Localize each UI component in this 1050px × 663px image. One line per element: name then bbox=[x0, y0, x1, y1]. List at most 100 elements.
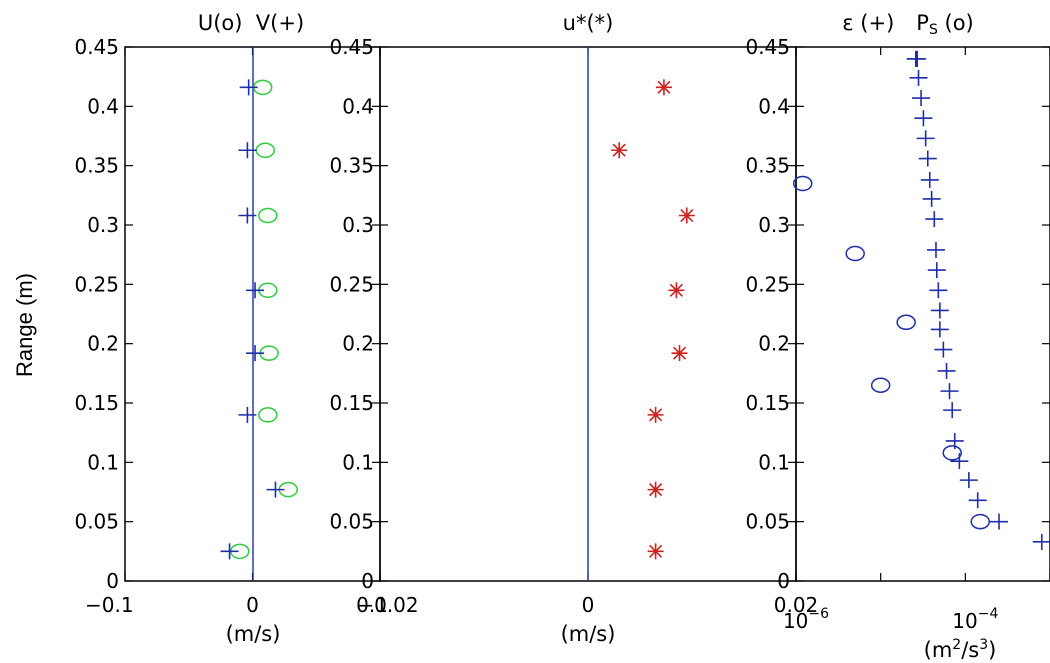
point-plus bbox=[238, 142, 257, 159]
y-tick-label: 0.45 bbox=[74, 35, 119, 59]
point-star bbox=[647, 481, 664, 498]
point-circle bbox=[258, 207, 278, 224]
y-ticks: 0 0.05 0.1 0.15 0.2 0.25 0.3 0.35 0.4 0.45 bbox=[329, 35, 796, 593]
point-plus bbox=[930, 321, 949, 338]
y-tick-label: 0.45 bbox=[329, 35, 374, 59]
y-tick-label: 0.4 bbox=[342, 94, 374, 118]
y-tick-label: 0.4 bbox=[758, 94, 790, 118]
y-tick-label: 0.1 bbox=[342, 450, 374, 474]
point-plus bbox=[266, 481, 285, 498]
point-plus bbox=[922, 190, 941, 207]
y-tick-label: 0.1 bbox=[758, 450, 790, 474]
x-tick-label: 0 bbox=[246, 593, 259, 617]
title-ps: P bbox=[916, 11, 929, 35]
x-tick-label: 0.1 bbox=[356, 593, 388, 617]
panel-friction-velocity: u*(*) 00.050.10.150.20.250.30.350.40.45 … bbox=[329, 11, 818, 646]
y-tick-label: 0.15 bbox=[745, 391, 790, 415]
point-circle bbox=[942, 445, 962, 461]
point-circle bbox=[792, 175, 813, 192]
axes-box bbox=[795, 46, 1050, 582]
title-ps-tail: (o) bbox=[938, 11, 974, 35]
point-star bbox=[647, 406, 664, 423]
panel-velocity: U(o) V(+) 00.050.10.150.20.250.30.350.40… bbox=[74, 11, 387, 646]
y-tick-label: 0.45 bbox=[745, 35, 790, 59]
point-star bbox=[668, 282, 685, 299]
point-plus bbox=[930, 302, 949, 319]
y-tick-label: 0.05 bbox=[329, 510, 374, 534]
point-plus bbox=[916, 130, 935, 147]
point-plus bbox=[909, 69, 928, 86]
point-star bbox=[678, 207, 695, 224]
panel-title: u*(*) bbox=[563, 11, 614, 35]
y-tick-label: 0.3 bbox=[342, 213, 374, 237]
y-tick-label: 0 bbox=[106, 569, 119, 593]
y-tick-label: 0.2 bbox=[342, 332, 374, 356]
x-unit-label: (m2/s3) bbox=[924, 637, 997, 662]
point-plus bbox=[914, 110, 933, 127]
point-star bbox=[611, 142, 628, 159]
y-axis-label: Range (m) bbox=[12, 273, 37, 377]
x-tick-label: 10−6 bbox=[783, 606, 829, 633]
y-tick-label: 0.3 bbox=[758, 213, 790, 237]
point-plus bbox=[906, 50, 925, 67]
point-plus bbox=[968, 492, 987, 509]
y-tick-label: 0.35 bbox=[74, 154, 119, 178]
data-points bbox=[220, 79, 298, 560]
point-plus bbox=[220, 543, 239, 560]
point-plus bbox=[990, 513, 1009, 530]
point-star bbox=[655, 79, 672, 96]
point-circle bbox=[845, 245, 865, 262]
point-circle bbox=[970, 513, 990, 530]
y-tick-label: 0.35 bbox=[329, 154, 374, 178]
axes-frame bbox=[795, 46, 1050, 582]
y-ticks: 0 0.05 0.1 0.15 0.2 0.25 0.3 0.35 0.4 0.45 bbox=[745, 35, 1050, 593]
x-tick-label: −0.02 bbox=[357, 593, 418, 617]
y-ticks: 0 0.05 0.1 0.15 0.2 0.25 0.3 0.35 0.4 0.45 bbox=[74, 35, 380, 593]
point-plus bbox=[238, 406, 257, 423]
point-plus bbox=[937, 362, 956, 379]
y-tick-label: 0.35 bbox=[745, 154, 790, 178]
title-ps-sub: S bbox=[929, 22, 938, 38]
point-plus bbox=[246, 282, 265, 299]
y-tick-label: 0.3 bbox=[87, 213, 119, 237]
point-plus bbox=[918, 150, 937, 167]
panel-title: U(o) V(+) bbox=[198, 11, 304, 35]
x-tick-label: 0.02 bbox=[774, 593, 819, 617]
point-plus bbox=[929, 282, 948, 299]
y-tick-label: 0.05 bbox=[74, 510, 119, 534]
point-plus bbox=[950, 453, 969, 470]
point-plus bbox=[238, 207, 257, 224]
y-tick-label: 0.1 bbox=[87, 450, 119, 474]
point-plus bbox=[912, 90, 931, 107]
y-tick-label: 0.15 bbox=[329, 391, 374, 415]
point-circle bbox=[870, 377, 891, 393]
x-tick-label: 0 bbox=[582, 593, 595, 617]
point-star bbox=[671, 345, 688, 362]
point-circle bbox=[255, 142, 275, 158]
y-tick-label: 0.05 bbox=[745, 510, 790, 534]
y-tick-label: 0.2 bbox=[87, 332, 119, 356]
point-plus bbox=[926, 241, 945, 258]
point-plus bbox=[943, 402, 962, 419]
y-tick-label: 0.25 bbox=[329, 272, 374, 296]
x-tick-label: 10−4 bbox=[952, 606, 998, 633]
point-plus bbox=[959, 472, 978, 489]
point-plus bbox=[940, 383, 959, 400]
y-tick-label: 0 bbox=[361, 569, 374, 593]
point-plus bbox=[239, 79, 258, 96]
point-circle bbox=[258, 407, 278, 423]
y-tick-label: 0.2 bbox=[758, 332, 790, 356]
point-plus bbox=[934, 341, 953, 358]
point-circle bbox=[896, 314, 916, 331]
x-ticks: 10−6 10−4 bbox=[783, 47, 1050, 633]
y-tick-label: 0.25 bbox=[745, 272, 790, 296]
y-tick-label: 0.25 bbox=[74, 272, 119, 296]
x-unit-label: (m/s) bbox=[226, 622, 281, 646]
x-ticks: −0.02 0 0.02 bbox=[357, 47, 818, 617]
point-plus bbox=[920, 171, 939, 188]
y-tick-label: 0.15 bbox=[74, 391, 119, 415]
point-plus bbox=[925, 211, 944, 228]
point-plus bbox=[927, 262, 946, 279]
panel-title: ε (+) PS (o) bbox=[842, 11, 974, 38]
